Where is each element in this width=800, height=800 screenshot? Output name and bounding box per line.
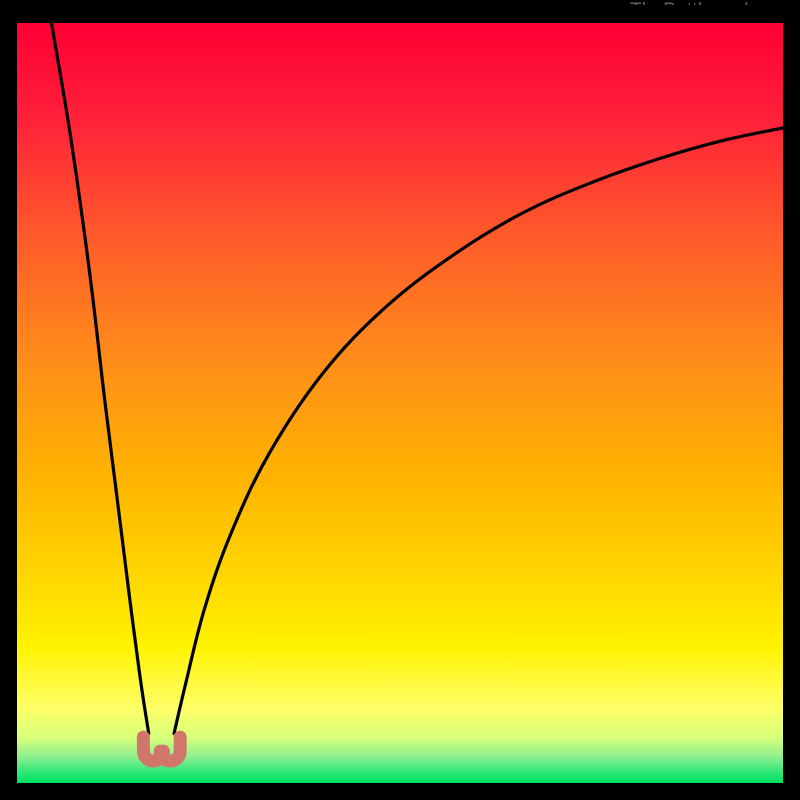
chart-container: TheBottleneck.com [0, 0, 800, 800]
plot-frame [0, 5, 800, 800]
